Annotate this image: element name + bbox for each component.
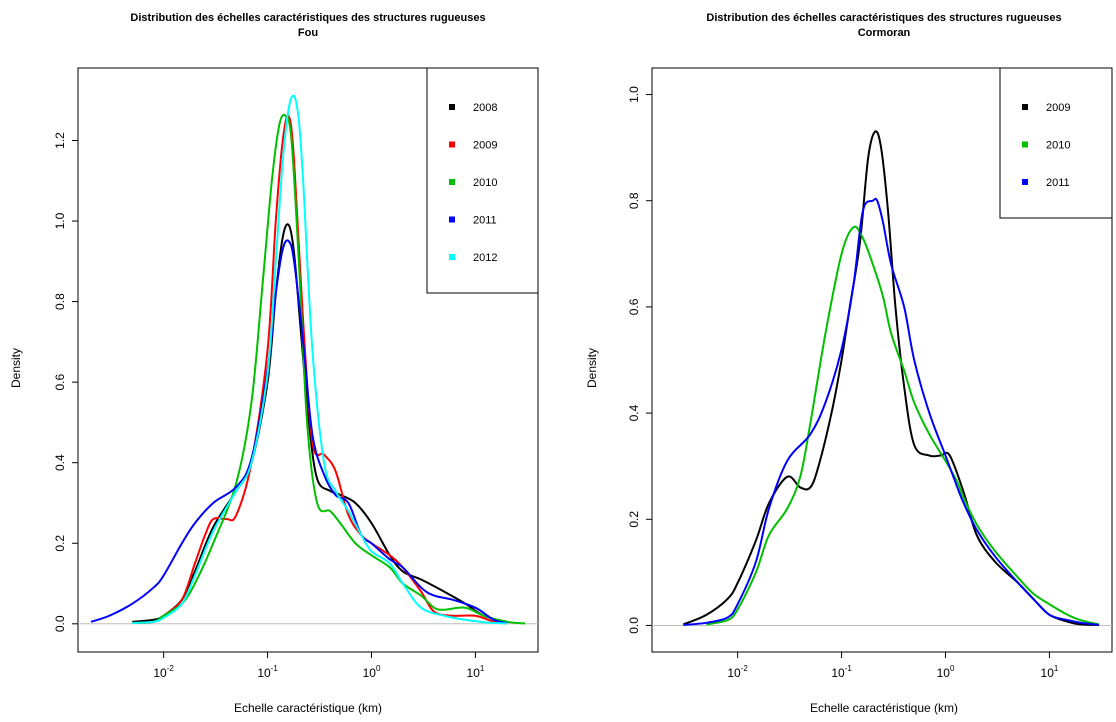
x-tick-label: 101 [467,664,485,680]
legend-swatch-2011 [1022,179,1028,185]
legend-label-2008: 2008 [473,102,497,114]
series-line-2011 [90,239,507,624]
y-axis-label: Density [9,348,23,388]
legend-swatch-2012 [449,254,455,260]
legend-label-2011: 2011 [473,215,497,227]
series-line-2010 [706,225,1100,626]
series-line-2011 [683,197,1100,626]
legend-swatch-2008 [449,104,455,110]
plot-frame [651,67,1113,653]
legend-swatch-2010 [449,179,455,185]
chart-subtitle: Fou [298,27,318,39]
legend-box [426,67,539,294]
x-axis-label: Echelle caractéristique (km) [234,701,382,715]
chart-title: Distribution des échelles caractéristiqu… [130,12,485,24]
y-tick-label: 0.0 [627,617,641,634]
legend-label-2010: 2010 [473,177,497,189]
x-tick-label: 10-1 [831,664,852,680]
y-tick-label: 0.0 [53,615,67,632]
x-tick-label: 10-2 [727,664,748,680]
legend-label-2009: 2009 [473,140,497,152]
y-tick-label: 0.6 [627,298,641,315]
x-tick-label: 100 [363,664,381,680]
y-axis-label: Density [585,348,599,388]
legend: 2009 2010 2011 [999,67,1113,219]
legend-swatch-2009 [1022,104,1028,110]
y-tick-label: 0.8 [627,192,641,209]
y-tick-label: 0.2 [53,535,67,552]
series-line-2009 [682,130,1100,626]
chart-panel-fou: Distribution des échelles caractéristiqu… [9,12,539,715]
series-line-2012 [132,94,507,625]
legend-label-2012: 2012 [473,252,497,264]
legend-swatch-2011 [449,216,455,223]
y-tick-label: 0.4 [627,404,641,421]
legend-label-2010: 2010 [1046,140,1070,152]
legend: 2008 2009 2010 2011 2012 [426,67,539,294]
x-tick-label: 101 [1041,664,1059,680]
legend-box [999,67,1113,219]
x-tick-label: 10-1 [257,664,278,680]
legend-label-2009: 2009 [1046,102,1070,114]
y-tick-label: 0.2 [627,511,641,528]
legend-label-2011: 2011 [1046,177,1070,189]
x-tick-label: 10-2 [153,664,174,680]
y-tick-label: 1.2 [53,132,67,149]
legend-swatch-2010 [1022,141,1028,148]
legend-swatch-2009 [449,141,455,148]
chart-panel-cormoran: Distribution des échelles caractéristiqu… [585,12,1113,715]
series-line-2008 [132,223,507,623]
x-tick-label: 100 [937,664,955,680]
chart-subtitle: Cormoran [858,27,911,39]
y-tick-label: 1.0 [627,86,641,103]
y-tick-label: 0.4 [53,454,67,471]
y-tick-label: 0.6 [53,373,67,390]
x-axis-label: Echelle caractéristique (km) [810,701,958,715]
plot-frame [77,67,539,653]
y-tick-label: 0.8 [53,293,67,310]
chart-title: Distribution des échelles caractéristiqu… [706,12,1061,24]
y-tick-label: 1.0 [53,212,67,229]
